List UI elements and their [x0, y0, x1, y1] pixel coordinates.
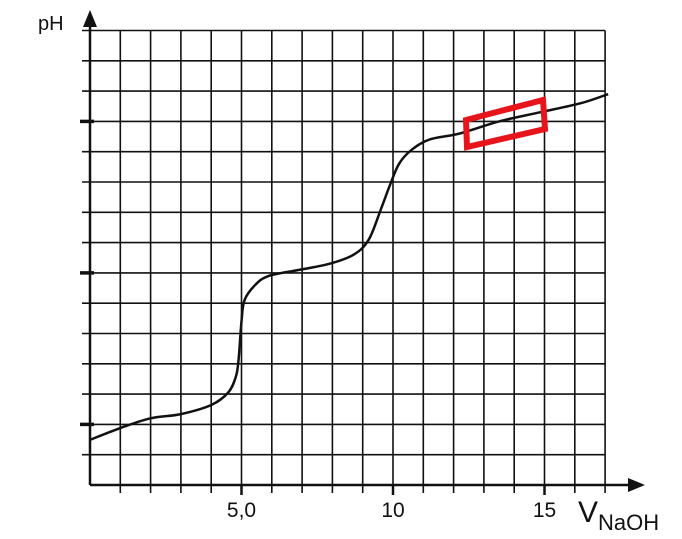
highlight-box [462, 96, 549, 151]
x-axis-label-sub: NaOH [598, 510, 659, 535]
x-axis-label-main: V [578, 496, 598, 529]
x-tick-label: 15 [533, 499, 556, 522]
plot [89, 92, 609, 442]
x-tick-label: 5,0 [227, 499, 256, 522]
grid: 5,0 10 15 [80, 29, 606, 522]
titration-curve [89, 92, 609, 442]
y-axis-label: pH [38, 13, 64, 35]
x-axis-label: VNaOH [578, 496, 659, 535]
x-tick-label: 10 [381, 499, 404, 522]
x-axis-arrow [628, 478, 645, 492]
y-axis-arrow [83, 10, 97, 27]
